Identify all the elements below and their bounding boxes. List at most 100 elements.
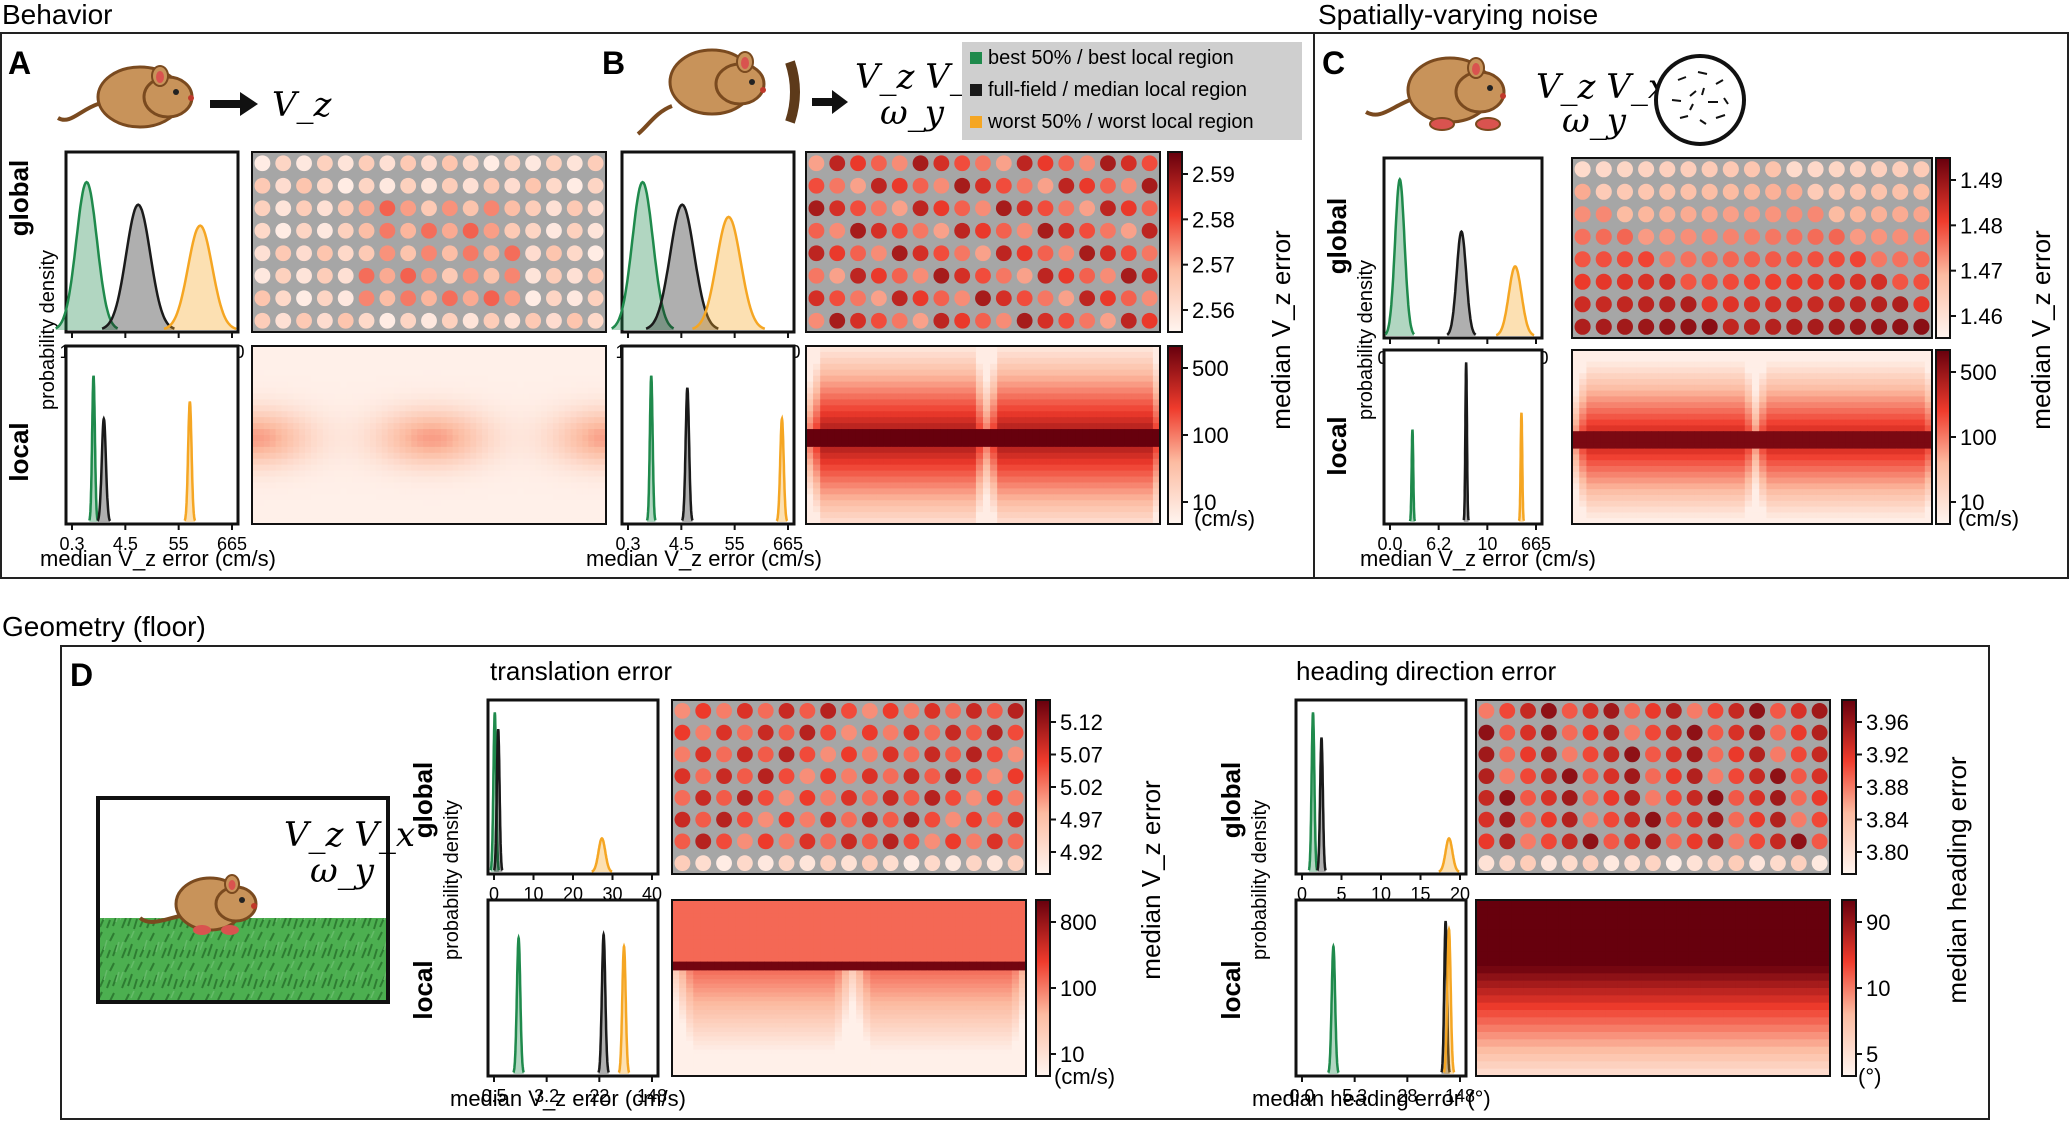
heat-b-cell (990, 411, 998, 418)
heat-a-cell (323, 447, 330, 454)
heat-b-cell (926, 459, 934, 466)
heat-b-cell (1033, 482, 1041, 489)
heat-c-cell (1594, 391, 1602, 397)
heat-b-cell (1118, 512, 1126, 519)
dots-b-dot (975, 155, 991, 171)
heat-a-cell (577, 488, 584, 495)
heat-b-cell (969, 512, 977, 519)
heat-b-cell (1025, 494, 1033, 501)
heat-b-cell (1061, 512, 1069, 519)
heat-b-cell (1061, 447, 1069, 454)
heat-c-cell (1579, 396, 1587, 402)
heat-b-cell (1075, 399, 1083, 406)
heat-a-cell (311, 376, 318, 383)
heat-a-cell (577, 382, 584, 389)
heat-c-cell (1608, 437, 1616, 443)
heat-b-cell (948, 364, 956, 371)
heat-b-cell (1132, 471, 1140, 478)
heat-b-cell (905, 352, 913, 359)
heat-c-cell (1889, 379, 1897, 385)
heat-a-cell (270, 435, 277, 442)
heat-a-cell (376, 405, 383, 412)
heat-b-cell (1103, 471, 1111, 478)
dots-c-dot (1723, 161, 1739, 177)
heat-a-cell (518, 382, 525, 389)
heat-c-cell (1608, 478, 1616, 484)
heat-a-cell (370, 447, 377, 454)
heat-c-cell (1874, 408, 1882, 414)
heat-c-cell (1860, 414, 1868, 420)
dots-a-dot (296, 245, 312, 261)
heat-a-cell (405, 459, 412, 466)
dots-b-dot (871, 223, 887, 239)
heat-a-cell (565, 370, 572, 377)
heat-b-cell (1125, 399, 1133, 406)
heat-a-cell (258, 447, 265, 454)
heat-a-cell (305, 447, 312, 454)
heat-c-cell (1608, 356, 1616, 362)
heat-a-cell (305, 429, 312, 436)
heat-c-cell (1910, 420, 1918, 426)
heat-c-cell (1658, 367, 1666, 373)
heat-c-cell (1579, 367, 1587, 373)
heat-a-cell (323, 512, 330, 519)
heat-c-cell (1838, 391, 1846, 397)
heat-a-cell (258, 423, 265, 430)
heat-c-cell (1608, 431, 1616, 437)
heat-a-cell (411, 358, 418, 365)
heat-b-cell (820, 393, 828, 400)
heat-a-cell (476, 429, 483, 436)
heat-a-cell (464, 364, 471, 371)
heat-a-cell (341, 399, 348, 406)
heat-c-cell (1601, 356, 1609, 362)
heat-b-cell (1096, 423, 1104, 430)
dots-c-dot (1786, 274, 1802, 290)
heat-a-cell (276, 465, 283, 472)
heat-a-cell (571, 488, 578, 495)
heat-c-cell (1630, 362, 1638, 368)
heat-b-cell (898, 506, 906, 513)
heat-a-cell (364, 447, 371, 454)
dots-b-dot (1100, 313, 1116, 329)
heat-a-cell (400, 459, 407, 466)
heat-c-cell (1889, 420, 1897, 426)
heat-a-cell (276, 370, 283, 377)
heat-a-cell (453, 423, 460, 430)
heat-a-cell (470, 477, 477, 484)
heat-a-cell (305, 512, 312, 519)
heat-c-cell (1644, 396, 1652, 402)
heat-a-cell (512, 364, 518, 371)
heat-b-cell (1139, 417, 1147, 424)
heat-b-cell (898, 423, 906, 430)
heat-c-cell (1889, 460, 1897, 466)
equation-d-line2: ω_y (310, 851, 375, 891)
heat-a-cell (388, 358, 395, 365)
heat-b-cell (877, 477, 885, 484)
dots-a-dot (275, 268, 291, 284)
heat-a-cell (459, 494, 466, 501)
heat-b-cell (948, 441, 956, 448)
heat-b-cell (1103, 417, 1111, 424)
heat-a-cell (358, 393, 365, 400)
heat-a-cell (470, 506, 477, 513)
heat-b-cell (933, 477, 941, 484)
rotation-arrow-icon-b (790, 62, 795, 122)
heat-c-cell (1766, 460, 1774, 466)
heat-b-cell (827, 399, 835, 406)
dots-c-dot (1892, 229, 1908, 245)
heat-b-cell (1103, 364, 1111, 371)
heat-a-cell (488, 393, 495, 400)
heat-b-cell (1103, 429, 1111, 436)
dots-a-dot (400, 245, 416, 261)
heat-b-cell (1075, 453, 1083, 460)
heat-c-cell (1702, 379, 1710, 385)
heat-b-cell (976, 382, 984, 389)
heat-b-cell (1068, 494, 1076, 501)
heat-a-cell (370, 417, 377, 424)
dots-c-dot (1913, 229, 1929, 245)
heat-b-cell (969, 506, 977, 513)
heat-c-cell (1666, 396, 1674, 402)
heat-b-cell (983, 447, 991, 454)
heat-a-cell (282, 471, 289, 478)
heat-c-cell (1644, 478, 1652, 484)
